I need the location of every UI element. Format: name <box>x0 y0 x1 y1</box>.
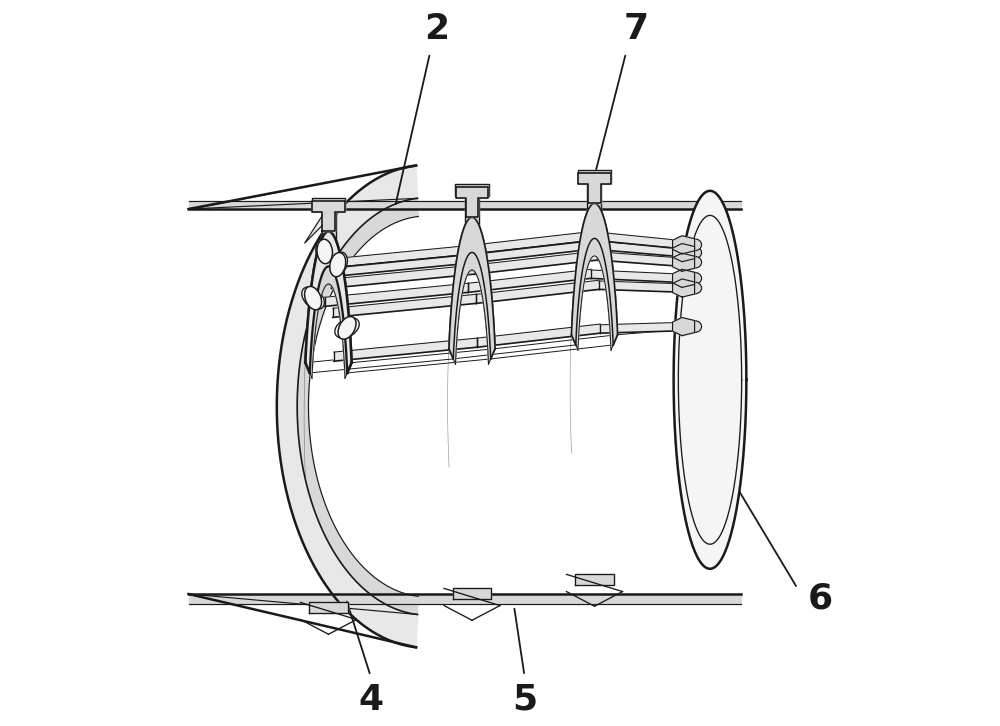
Polygon shape <box>600 322 682 333</box>
Polygon shape <box>475 251 597 274</box>
Ellipse shape <box>688 247 702 258</box>
Ellipse shape <box>328 252 347 277</box>
Polygon shape <box>310 266 347 378</box>
Polygon shape <box>571 203 618 345</box>
Polygon shape <box>673 279 695 297</box>
Polygon shape <box>453 253 491 364</box>
Polygon shape <box>327 254 470 277</box>
Text: 7: 7 <box>624 12 649 46</box>
Polygon shape <box>449 217 495 359</box>
Ellipse shape <box>688 256 702 268</box>
Polygon shape <box>470 240 593 263</box>
Text: 6: 6 <box>808 582 833 616</box>
Polygon shape <box>331 265 475 288</box>
Ellipse shape <box>688 239 702 250</box>
Ellipse shape <box>330 253 346 277</box>
Polygon shape <box>593 241 682 257</box>
Polygon shape <box>576 238 613 350</box>
Polygon shape <box>468 269 591 293</box>
Polygon shape <box>477 324 600 347</box>
Polygon shape <box>571 203 618 345</box>
Polygon shape <box>476 280 599 303</box>
Polygon shape <box>599 281 682 293</box>
Polygon shape <box>674 191 746 568</box>
Polygon shape <box>305 232 352 373</box>
Polygon shape <box>591 270 682 282</box>
Polygon shape <box>305 216 322 243</box>
Ellipse shape <box>302 287 324 309</box>
Polygon shape <box>453 253 491 364</box>
Polygon shape <box>334 338 477 362</box>
Polygon shape <box>325 283 468 306</box>
Polygon shape <box>673 253 695 272</box>
Polygon shape <box>310 266 347 378</box>
Polygon shape <box>305 232 352 373</box>
Polygon shape <box>673 243 695 261</box>
Ellipse shape <box>305 287 322 310</box>
Polygon shape <box>597 252 682 266</box>
Ellipse shape <box>316 238 334 265</box>
Text: 4: 4 <box>358 683 383 717</box>
Ellipse shape <box>338 317 356 339</box>
Polygon shape <box>456 187 488 217</box>
Text: 2: 2 <box>424 12 450 46</box>
Polygon shape <box>578 170 611 256</box>
Polygon shape <box>329 245 472 268</box>
Ellipse shape <box>688 321 702 333</box>
Polygon shape <box>189 594 741 604</box>
Polygon shape <box>578 173 611 203</box>
Ellipse shape <box>317 240 332 264</box>
Text: 5: 5 <box>512 683 537 717</box>
Polygon shape <box>333 294 476 317</box>
Polygon shape <box>673 317 695 335</box>
Polygon shape <box>189 200 741 209</box>
Polygon shape <box>673 269 695 287</box>
Polygon shape <box>575 574 614 585</box>
Polygon shape <box>576 238 613 350</box>
Polygon shape <box>312 200 345 232</box>
Polygon shape <box>595 232 682 249</box>
Polygon shape <box>309 603 348 613</box>
Polygon shape <box>472 231 595 254</box>
Ellipse shape <box>335 318 359 338</box>
Polygon shape <box>453 588 491 599</box>
Polygon shape <box>673 236 695 254</box>
Polygon shape <box>297 198 418 614</box>
Polygon shape <box>312 197 345 284</box>
Polygon shape <box>449 217 495 359</box>
Ellipse shape <box>688 272 702 284</box>
Polygon shape <box>455 184 489 270</box>
Polygon shape <box>277 166 417 648</box>
Ellipse shape <box>688 282 702 294</box>
